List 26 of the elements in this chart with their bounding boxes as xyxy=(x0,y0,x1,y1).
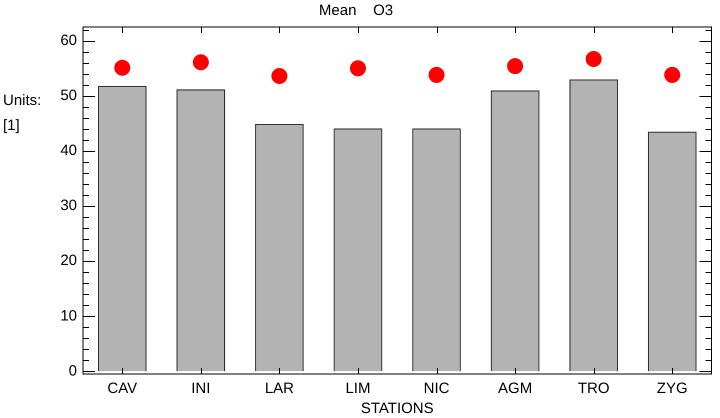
point xyxy=(114,60,130,76)
point xyxy=(350,60,366,76)
y-tick-label: 10 xyxy=(60,307,77,324)
y-axis-title: Units: [1] xyxy=(3,92,42,134)
x-tick-label: CAV xyxy=(107,380,138,398)
point xyxy=(507,58,524,74)
point xyxy=(586,50,602,67)
x-tick-label: AGM xyxy=(498,380,532,398)
x-tick-label: LAR xyxy=(264,380,294,398)
y-tick-label: 60 xyxy=(60,32,77,49)
x-tick-label: LIM xyxy=(345,380,370,398)
x-tick-label: ZYG xyxy=(656,380,688,398)
point xyxy=(664,66,680,83)
point xyxy=(428,66,445,83)
x-axis-title: STATIONS xyxy=(360,400,434,418)
x-tick-label: TRO xyxy=(578,380,610,398)
x-tick-label: INI xyxy=(191,380,210,398)
point xyxy=(271,68,288,84)
point xyxy=(192,54,209,70)
y-tick-label: 0 xyxy=(68,362,77,380)
y-tick-label: 50 xyxy=(60,86,77,104)
y-tick-label: 40 xyxy=(60,142,77,160)
y-tick-label: 20 xyxy=(60,252,77,270)
x-tick-label: NIC xyxy=(424,380,450,398)
y-tick-label: 30 xyxy=(60,197,77,214)
chart-title: Mean O3 xyxy=(318,2,394,20)
